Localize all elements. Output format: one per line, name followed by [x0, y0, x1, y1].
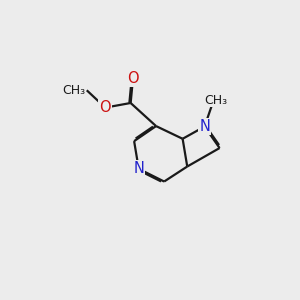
- Text: O: O: [99, 100, 111, 115]
- Text: O: O: [127, 71, 139, 86]
- Text: CH₃: CH₃: [205, 94, 228, 107]
- Text: CH₃: CH₃: [62, 84, 86, 97]
- Text: N: N: [199, 119, 210, 134]
- Text: N: N: [133, 161, 144, 176]
